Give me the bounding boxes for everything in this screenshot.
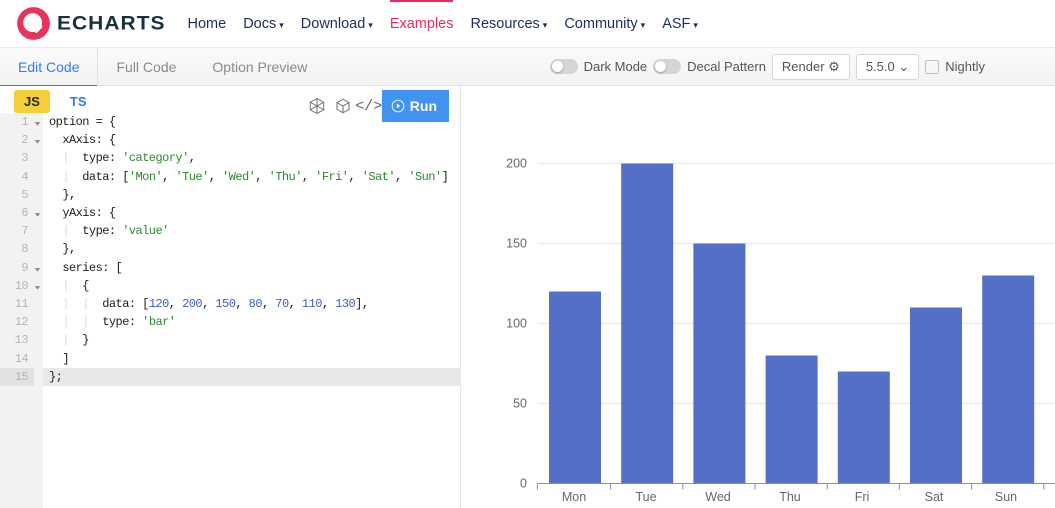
svg-text:Tue: Tue: [635, 490, 656, 504]
svg-text:Sun: Sun: [995, 490, 1017, 504]
svg-text:50: 50: [513, 397, 527, 411]
svg-text:Wed: Wed: [705, 490, 731, 504]
svg-text:Mon: Mon: [562, 490, 586, 504]
svg-text:0: 0: [520, 477, 527, 491]
svg-text:200: 200: [506, 157, 527, 171]
svg-text:150: 150: [506, 237, 527, 251]
svg-text:Sat: Sat: [925, 490, 944, 504]
svg-text:Thu: Thu: [779, 490, 801, 504]
svg-text:100: 100: [506, 317, 527, 331]
svg-text:Fri: Fri: [855, 490, 870, 504]
